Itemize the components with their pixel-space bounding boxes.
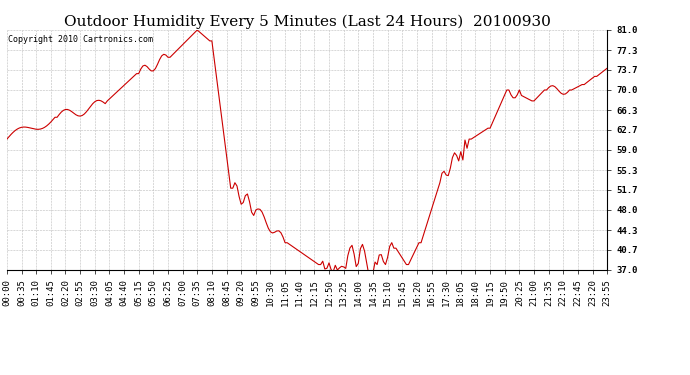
Text: Copyright 2010 Cartronics.com: Copyright 2010 Cartronics.com: [8, 35, 153, 44]
Title: Outdoor Humidity Every 5 Minutes (Last 24 Hours)  20100930: Outdoor Humidity Every 5 Minutes (Last 2…: [63, 15, 551, 29]
